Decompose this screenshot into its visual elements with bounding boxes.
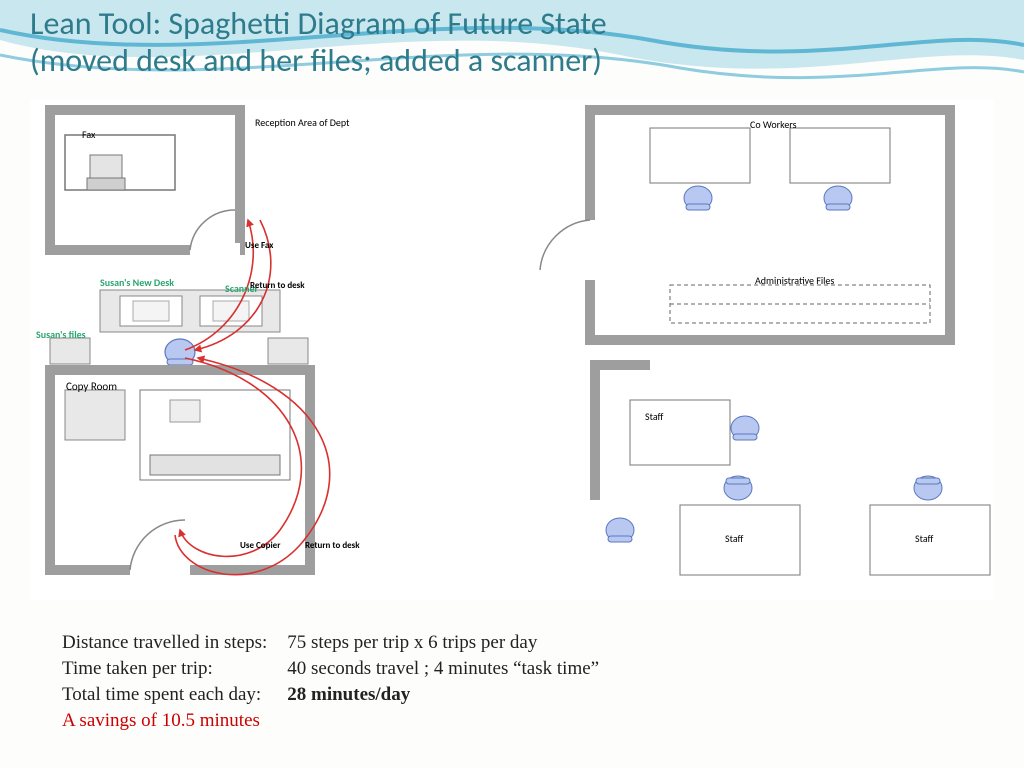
- label-return-desk-2: Return to desk: [305, 540, 360, 551]
- reception-room: [50, 110, 240, 257]
- label-staff-1: Staff: [645, 410, 663, 423]
- label-copy-room: Copy Room: [66, 380, 117, 393]
- label-use-fax: Use Fax: [245, 240, 273, 251]
- spaghetti-diagram: Reception Area of Dept Fax Susan's New D…: [30, 100, 994, 600]
- susan-desk-area: [50, 290, 308, 365]
- label-staff-2: Staff: [725, 532, 743, 545]
- slide-title: Lean Tool: Spaghetti Diagram of Future S…: [30, 6, 607, 80]
- floorplan-svg: [30, 100, 994, 600]
- label-return-desk-1: Return to desk: [250, 280, 305, 291]
- label-staff-3: Staff: [915, 532, 933, 545]
- label-susans-files: Susan's files: [36, 328, 86, 341]
- coworkers-room: [540, 110, 950, 340]
- summary-r4a: A savings of 10.5 minutes: [62, 710, 285, 734]
- summary-r2b: 40 seconds travel ; 4 minutes “task time…: [287, 658, 617, 682]
- summary-r1b: 75 steps per trip x 6 trips per day: [287, 632, 617, 656]
- label-use-copier: Use Copier: [240, 540, 280, 551]
- summary-r3b: 28 minutes/day: [287, 684, 617, 708]
- summary-r2a: Time taken per trip:: [62, 658, 285, 682]
- summary-r1a: Distance travelled in steps:: [62, 632, 285, 656]
- title-line-2: (moved desk and her files; added a scann…: [30, 41, 602, 80]
- label-reception: Reception Area of Dept: [255, 116, 349, 129]
- summary-table: Distance travelled in steps: 75 steps pe…: [60, 630, 619, 736]
- label-new-desk: Susan's New Desk: [100, 276, 174, 289]
- title-line-1: Lean Tool: Spaghetti Diagram of Future S…: [30, 4, 607, 43]
- summary-r3a: Total time spent each day:: [62, 684, 285, 708]
- label-fax: Fax: [82, 128, 95, 141]
- label-coworkers: Co Workers: [750, 118, 797, 131]
- label-admin-files: Administrative Files: [755, 274, 834, 287]
